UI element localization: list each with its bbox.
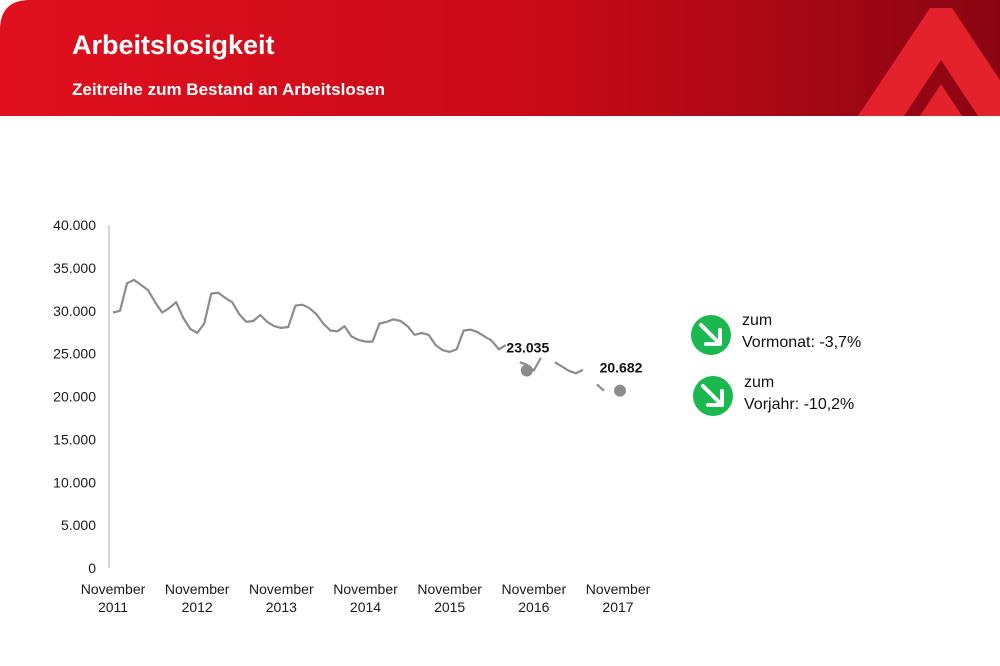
change-label: zum xyxy=(744,374,775,391)
series-line xyxy=(596,383,605,392)
y-tick-label: 25.000 xyxy=(53,346,96,362)
y-tick-label: 40.000 xyxy=(53,217,96,233)
change-vorjahr: zum Vorjahr: -10,2% xyxy=(692,372,942,422)
data-label: 20.682 xyxy=(600,360,643,376)
y-tick-label: 15.000 xyxy=(53,431,96,447)
page-title: Arbeitslosigkeit xyxy=(72,30,275,60)
x-tick-label: November 2013 xyxy=(249,581,314,615)
y-tick-label: 20.000 xyxy=(53,389,96,405)
y-tick-label: 0 xyxy=(88,560,96,576)
logo-icon xyxy=(858,8,1000,116)
y-tick-label: 5.000 xyxy=(61,517,96,533)
change-label: zum xyxy=(742,312,773,329)
x-tick-label: November 2015 xyxy=(417,581,482,615)
x-tick-label: November 2012 xyxy=(165,581,230,615)
page-subtitle: Zeitreihe zum Bestand an Arbeitslosen xyxy=(72,80,385,99)
data-label: 23.035 xyxy=(506,339,549,355)
y-tick-label: 35.000 xyxy=(53,260,96,276)
x-tick-label: November 2016 xyxy=(502,581,567,615)
y-tick-label: 30.000 xyxy=(53,303,96,319)
arrow-down-right-icon xyxy=(693,376,733,416)
header-banner: Arbeitslosigkeit Zeitreihe zum Bestand a… xyxy=(0,0,1000,116)
x-tick-label: November 2014 xyxy=(333,581,398,615)
data-point-marker xyxy=(520,364,533,377)
annotation-layer: 23.035 20.682 xyxy=(506,339,643,397)
series-line xyxy=(112,278,507,353)
change-value: Vorjahr: -10,2% xyxy=(744,396,855,413)
y-axis: 0 5.000 10.000 15.000 20.000 25.000 30.000 35.0… xyxy=(53,217,96,576)
change-vormonat: zum Vormonat: -3,7% xyxy=(690,308,940,358)
arrow-down-right-icon xyxy=(691,315,731,355)
data-point-marker xyxy=(614,384,626,397)
change-value: Vormonat: -3,7% xyxy=(742,334,862,351)
x-tick-label: November 2011 xyxy=(81,581,146,615)
x-tick-label: November 2017 xyxy=(586,581,651,615)
x-axis: November 2011 November 2012 November 2013 Nove… xyxy=(81,581,651,615)
y-tick-label: 10.000 xyxy=(53,474,96,490)
series-line xyxy=(554,361,584,375)
header-background xyxy=(0,0,1000,116)
